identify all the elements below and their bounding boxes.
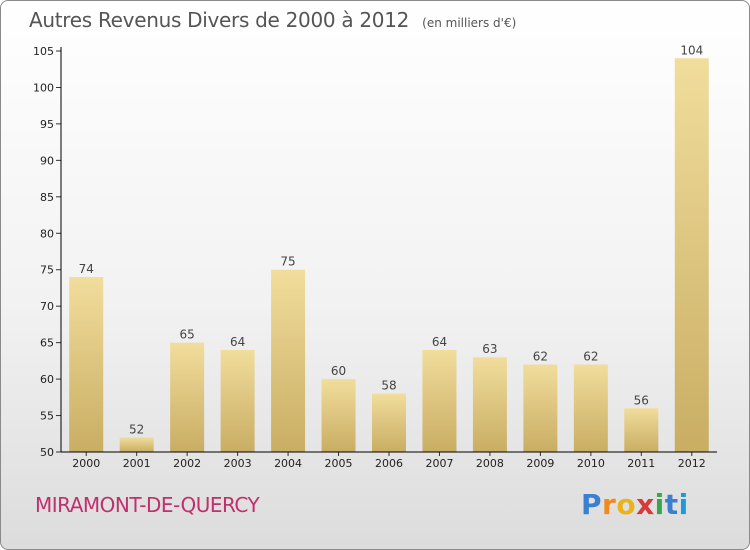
y-tick-label-80: 80 [40, 227, 54, 240]
chart-title-main: Autres Revenus Divers de 2000 à 2012 [29, 8, 410, 32]
data-label-2009: 62 [533, 350, 548, 364]
proxiti-logo: Proxiti [581, 488, 689, 521]
y-tick-label-75: 75 [40, 264, 54, 277]
chart-title-unit: (en milliers d'€) [422, 16, 517, 30]
data-label-2000: 74 [79, 262, 94, 276]
y-tick-label-105: 105 [33, 45, 54, 58]
data-label-2002: 65 [180, 328, 195, 342]
bar-2011 [624, 408, 659, 452]
y-tick-label-85: 85 [40, 191, 54, 204]
bar-2007 [422, 349, 457, 452]
x-tick-label-2001: 2001 [123, 457, 151, 470]
bar-2006 [372, 393, 406, 452]
y-tick-label-60: 60 [40, 373, 54, 386]
bar-2002 [170, 342, 205, 452]
data-label-2011: 56 [634, 393, 649, 407]
x-tick-label-2004: 2004 [274, 457, 302, 470]
x-tick-label-2009: 2009 [526, 457, 554, 470]
bar-2000 [69, 277, 104, 452]
x-tick-label-2000: 2000 [72, 457, 100, 470]
bar-2004 [271, 269, 306, 452]
data-label-2006: 58 [381, 379, 396, 393]
bar-2012 [674, 58, 709, 453]
bar-2009 [523, 364, 558, 452]
y-tick-label-65: 65 [40, 337, 54, 350]
x-tick-label-2002: 2002 [173, 457, 201, 470]
x-tick-label-2010: 2010 [577, 457, 605, 470]
x-tick-label-2005: 2005 [325, 457, 353, 470]
y-tick-label-50: 50 [40, 446, 54, 459]
y-tick-label-100: 100 [33, 81, 54, 94]
commune-name: MIRAMONT-DE-QUERCY [35, 493, 260, 517]
bar-2008 [472, 357, 507, 452]
x-tick-label-2012: 2012 [678, 457, 706, 470]
x-tick-label-2007: 2007 [425, 457, 453, 470]
chart-title: Autres Revenus Divers de 2000 à 2012 (en… [29, 8, 516, 32]
data-label-2010: 62 [583, 350, 598, 364]
y-tick-label-95: 95 [40, 118, 54, 131]
x-tick-label-2011: 2011 [627, 457, 655, 470]
bar-2003 [220, 349, 255, 452]
data-label-2003: 64 [230, 335, 245, 349]
y-tick-label-90: 90 [40, 154, 54, 167]
data-label-2001: 52 [129, 422, 144, 436]
y-tick-label-70: 70 [40, 300, 54, 313]
data-label-2008: 63 [482, 342, 497, 356]
bar-2001 [119, 437, 154, 452]
data-label-2012: 104 [680, 43, 703, 57]
bar-2010 [573, 364, 608, 452]
data-label-2007: 64 [432, 335, 447, 349]
x-tick-label-2006: 2006 [375, 457, 403, 470]
data-label-2005: 60 [331, 364, 346, 378]
x-tick-label-2008: 2008 [476, 457, 504, 470]
data-label-2004: 75 [280, 255, 295, 269]
x-tick-label-2003: 2003 [224, 457, 252, 470]
y-tick-label-55: 55 [40, 410, 54, 423]
bar-2005 [321, 379, 356, 452]
